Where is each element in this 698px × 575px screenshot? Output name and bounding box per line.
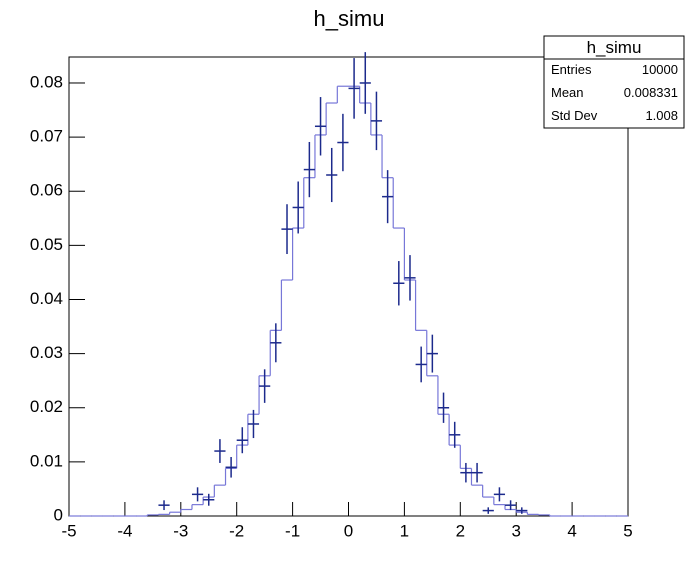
x-tick-label: 2 xyxy=(456,521,465,540)
x-tick-label: -2 xyxy=(229,521,244,540)
stats-value: 0.008331 xyxy=(624,85,678,100)
x-tick-label: 4 xyxy=(567,521,576,540)
y-tick-label: 0.06 xyxy=(30,181,63,200)
stats-label: Mean xyxy=(551,85,584,100)
x-tick-label: 1 xyxy=(400,521,409,540)
y-tick-label: 0.04 xyxy=(30,289,63,308)
x-tick-label: -1 xyxy=(285,521,300,540)
stats-value: 10000 xyxy=(642,62,678,77)
stats-label: Std Dev xyxy=(551,108,598,123)
stats-title: h_simu xyxy=(587,38,642,57)
y-tick-label: 0 xyxy=(54,505,63,524)
y-tick-label: 0.03 xyxy=(30,343,63,362)
x-tick-label: -3 xyxy=(173,521,188,540)
x-tick-label: 3 xyxy=(511,521,520,540)
stats-label: Entries xyxy=(551,62,592,77)
y-tick-label: 0.02 xyxy=(30,397,63,416)
stats-value: 1.008 xyxy=(645,108,678,123)
y-tick-label: 0.01 xyxy=(30,451,63,470)
x-tick-label: 5 xyxy=(623,521,632,540)
y-tick-label: 0.07 xyxy=(30,127,63,146)
bin-edges xyxy=(146,86,551,516)
y-tick-label: 0.08 xyxy=(30,72,63,91)
x-tick-label: -5 xyxy=(61,521,76,540)
x-tick-label: 0 xyxy=(344,521,353,540)
x-tick-label: -4 xyxy=(117,521,132,540)
y-tick-label: 0.05 xyxy=(30,235,63,254)
chart-title: h_simu xyxy=(314,6,385,31)
stats-box xyxy=(543,35,685,129)
